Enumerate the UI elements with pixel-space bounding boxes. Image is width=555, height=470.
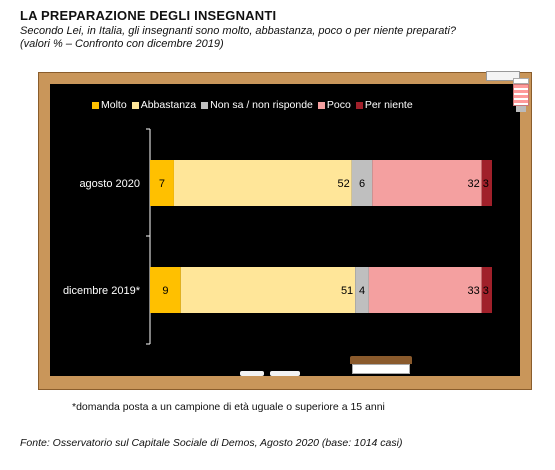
bar-segment (355, 267, 369, 313)
legend-label: Abbastanza (140, 99, 197, 111)
data-label: 3 (483, 285, 489, 297)
legend-swatch (201, 101, 209, 109)
chalk-stick-icon (486, 71, 520, 81)
subtitle: Secondo Lei, in Italia, gli insegnanti s… (20, 25, 540, 51)
legend-swatch (131, 101, 139, 109)
bar-segment (372, 160, 482, 206)
bar-segment (368, 267, 482, 313)
legend-item: Poco (317, 99, 351, 111)
legend-item: Molto (92, 99, 127, 111)
bar-segment (150, 160, 174, 206)
page-title: LA PREPARAZIONE DEGLI INSEGNANTI (20, 8, 277, 23)
subtitle-question: Secondo Lei, in Italia, gli insegnanti s… (20, 25, 457, 37)
subtitle-note: (valori % – Confronto con dicembre 2019) (20, 38, 224, 50)
chalk-piece-icon (240, 371, 264, 376)
data-label: 51 (341, 285, 353, 297)
data-label: 33 (467, 285, 479, 297)
source-note: Fonte: Osservatorio sul Capitale Sociale… (20, 437, 403, 449)
chalk-piece-icon (270, 371, 300, 376)
bar-segment (481, 160, 492, 206)
data-label: 4 (359, 285, 365, 297)
legend-item: Abbastanza (131, 99, 197, 111)
eraser-icon (350, 356, 412, 374)
data-label: 32 (467, 178, 479, 190)
legend-label: Poco (326, 99, 351, 111)
legend-item: Non sa / non risponde (201, 99, 313, 111)
bar-segment (150, 267, 181, 313)
legend-label: Molto (101, 99, 127, 111)
bar-segment (351, 160, 373, 206)
legend-swatch (92, 101, 99, 109)
legend-label: Per niente (364, 99, 413, 111)
legend-swatch (317, 101, 325, 109)
bar-segment (180, 267, 356, 313)
category-label: agosto 2020 (79, 178, 140, 190)
data-label: 6 (359, 178, 365, 190)
bar-segment (481, 267, 492, 313)
legend-item: Per niente (355, 99, 413, 111)
legend-swatch (355, 101, 363, 109)
chart-legend: Molto Abbastanza Non sa / non risponde Poco… (92, 99, 413, 111)
pencil-icon (513, 78, 529, 114)
footnote: *domanda posta a un campione di età ugua… (72, 401, 385, 413)
data-label: 7 (159, 178, 165, 190)
category-label: dicembre 2019* (63, 285, 141, 297)
data-label: 52 (338, 178, 350, 190)
legend-label: Non sa / non risponde (210, 99, 313, 111)
data-label: 3 (483, 178, 489, 190)
blackboard (50, 84, 520, 376)
bar-segment (173, 160, 352, 206)
data-label: 9 (162, 285, 168, 297)
